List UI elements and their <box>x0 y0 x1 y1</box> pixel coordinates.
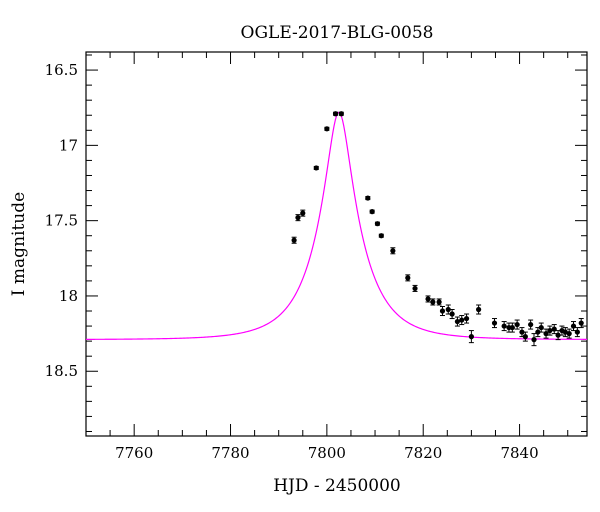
y-tick-label: 17.5 <box>45 212 78 230</box>
data-point <box>291 237 297 243</box>
data-point <box>338 111 344 117</box>
data-point <box>578 320 584 326</box>
data-point <box>531 337 537 343</box>
data-point <box>574 329 580 335</box>
chart-title: OGLE-2017-BLG-0058 <box>241 23 434 43</box>
data-point <box>463 315 470 322</box>
data-point <box>551 326 557 332</box>
data-point <box>459 317 465 323</box>
data-point <box>332 111 339 117</box>
plot-frame <box>85 51 588 437</box>
data-point <box>509 324 515 331</box>
data-point <box>528 321 534 328</box>
data-point <box>445 306 451 313</box>
data-point <box>501 323 507 329</box>
x-tick-label: 7800 <box>308 444 346 462</box>
x-tick-label: 7760 <box>115 444 153 462</box>
x-axis-label: HJD - 2450000 <box>273 476 401 496</box>
data-point <box>390 248 396 254</box>
model-curve <box>86 111 587 340</box>
data-point <box>300 210 306 216</box>
data-point <box>547 327 553 334</box>
data-point <box>430 299 436 305</box>
data-point <box>295 215 301 221</box>
x-tick-label: 7780 <box>211 444 249 462</box>
y-tick-label: 18.5 <box>45 362 78 380</box>
data-point <box>313 165 319 171</box>
data-point <box>476 306 482 313</box>
data-point <box>439 308 446 314</box>
data-point <box>468 334 474 340</box>
data-point <box>374 221 381 227</box>
data-point <box>425 296 431 302</box>
data-point <box>324 126 330 132</box>
y-tick-label: 17 <box>59 136 78 154</box>
data-point <box>449 311 455 317</box>
plot-area: 7760 7780 7800 7820 7840 16.5 17 17.5 18 18.5 <box>45 51 588 462</box>
data-point <box>365 195 371 201</box>
data-point <box>378 233 384 239</box>
y-tick-label: 16.5 <box>45 61 78 79</box>
data-point <box>514 321 520 328</box>
data-point <box>369 209 375 215</box>
data-point <box>405 275 411 281</box>
x-tick-label: 7840 <box>500 444 538 462</box>
y-tick-label: 18 <box>59 287 78 305</box>
data-point <box>519 329 525 335</box>
data-point <box>570 323 577 329</box>
data-point <box>543 331 549 337</box>
y-axis-label: I magnitude <box>9 192 29 296</box>
data-point <box>538 324 544 331</box>
data-point <box>555 332 561 338</box>
data-point <box>491 320 498 326</box>
data-point <box>436 299 442 305</box>
data-point <box>454 318 461 325</box>
x-tick-label: 7820 <box>404 444 442 462</box>
data-point <box>535 329 541 335</box>
data-point <box>522 334 528 340</box>
data-point <box>566 331 572 337</box>
data-point <box>412 285 418 292</box>
